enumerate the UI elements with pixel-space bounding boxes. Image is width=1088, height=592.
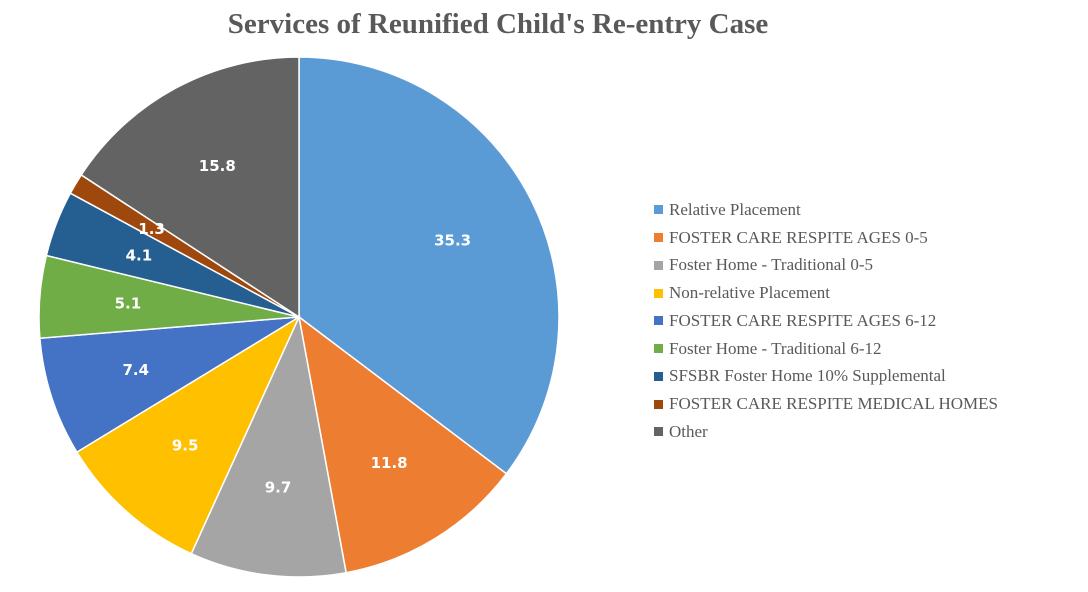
pie-slice-other xyxy=(80,56,300,319)
legend-label: SFSBR Foster Home 10% Supplemental xyxy=(669,366,946,386)
legend-swatch xyxy=(654,288,663,298)
legend-swatch xyxy=(654,205,663,215)
pie-slice-foster-home-traditional-0-5 xyxy=(190,314,347,578)
legend-label: Other xyxy=(669,421,708,441)
legend-item-sfsbr-foster-home-10-supplemental: SFSBR Foster Home 10% Supplemental xyxy=(654,363,998,391)
legend-swatch xyxy=(654,427,663,437)
pie-slice-foster-care-respite-ages-6-12 xyxy=(39,316,300,454)
legend-label: Foster Home - Traditional 6-12 xyxy=(669,338,882,358)
chart-legend: Relative Placement FOSTER CARE RESPITE AG… xyxy=(654,196,998,446)
pie-slice-relative-placement xyxy=(298,56,560,475)
legend-label: Foster Home - Traditional 0-5 xyxy=(669,255,873,275)
legend-item-foster-home-traditional-0-5: Foster Home - Traditional 0-5 xyxy=(654,252,998,280)
legend-item-foster-care-respite-medical-homes: FOSTER CARE RESPITE MEDICAL HOMES xyxy=(654,390,998,418)
legend-swatch xyxy=(654,233,663,243)
data-label-non-relative-placement: 9.5 xyxy=(172,436,199,454)
legend-swatch xyxy=(654,399,663,409)
legend-swatch xyxy=(654,316,663,326)
data-label-foster-home-traditional-6-12: 5.1 xyxy=(115,295,142,313)
legend-swatch xyxy=(654,260,663,270)
legend-label: Relative Placement xyxy=(669,199,801,219)
pie-slices xyxy=(38,56,560,578)
legend-label: FOSTER CARE RESPITE MEDICAL HOMES xyxy=(669,394,999,414)
data-label-other: 15.8 xyxy=(199,157,236,175)
data-label-foster-home-traditional-0-5: 9.7 xyxy=(265,478,292,496)
legend-label: FOSTER CARE RESPITE AGES 6-12 xyxy=(669,310,937,330)
pie-slice-foster-care-respite-ages-0-5 xyxy=(297,315,508,574)
legend-swatch xyxy=(654,344,663,354)
legend-label: Non-relative Placement xyxy=(669,283,830,303)
legend-item-other: Other xyxy=(654,418,998,446)
legend-label: FOSTER CARE RESPITE AGES 0-5 xyxy=(669,227,928,247)
pie-value-labels: 35.3 11.8 9.7 9.5 7.4 5.1 4.1 1.3 15.8 xyxy=(115,157,471,496)
data-label-sfsbr-foster-home-10-supplemental: 4.1 xyxy=(126,246,153,264)
legend-item-non-relative-placement: Non-relative Placement xyxy=(654,279,998,307)
data-label-relative-placement: 35.3 xyxy=(434,232,471,250)
legend-swatch xyxy=(654,371,663,381)
data-label-foster-care-respite-medical-homes: 1.3 xyxy=(138,220,165,238)
legend-item-foster-care-respite-ages-0-5: FOSTER CARE RESPITE AGES 0-5 xyxy=(654,224,998,252)
legend-item-foster-home-traditional-6-12: Foster Home - Traditional 6-12 xyxy=(654,335,998,363)
data-label-foster-care-respite-ages-0-5: 11.8 xyxy=(371,454,408,472)
pie-slice-non-relative-placement xyxy=(75,315,301,555)
data-label-foster-care-respite-ages-6-12: 7.4 xyxy=(123,361,150,379)
legend-item-foster-care-respite-ages-6-12: FOSTER CARE RESPITE AGES 6-12 xyxy=(654,307,998,335)
legend-item-relative-placement: Relative Placement xyxy=(654,196,998,224)
chart-title: Services of Reunified Child's Re-entry C… xyxy=(227,8,769,40)
